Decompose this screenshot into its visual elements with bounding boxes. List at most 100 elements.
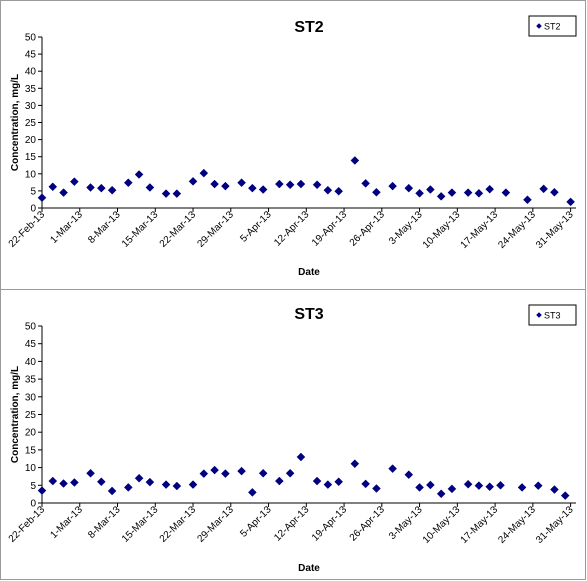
x-tick-label: 24-May-13 [496, 209, 538, 251]
x-tick-label: 8-Mar-13 [86, 504, 123, 541]
data-point [372, 484, 381, 493]
data-point [96, 183, 106, 193]
legend-marker [536, 23, 542, 29]
data-point [134, 170, 144, 179]
data-point [210, 179, 219, 189]
data-point [436, 192, 446, 201]
data-point [361, 479, 370, 489]
y-tick-label: 30 [25, 392, 37, 403]
x-tick-label: 5-Apr-13 [238, 209, 274, 245]
data-point [107, 185, 117, 195]
x-tick-label: 17-May-13 [459, 209, 501, 251]
y-axis-title: Concentration, mg/L [10, 74, 21, 171]
data-point [426, 480, 435, 490]
x-tick-label: 19-Apr-13 [310, 504, 350, 544]
data-point [404, 183, 414, 193]
x-tick-label: 17-May-13 [459, 504, 501, 546]
x-tick-label: 29-Mar-13 [196, 504, 237, 545]
data-point [188, 480, 198, 489]
legend-label: ST2 [544, 22, 561, 32]
data-point [372, 187, 381, 197]
y-tick-label: 30 [25, 101, 37, 112]
data-point [474, 188, 484, 198]
x-tick-label: 1-Mar-13 [48, 209, 85, 246]
y-tick-label: 45 [25, 50, 37, 61]
data-point [86, 183, 95, 192]
x-tick-label: 1-Mar-13 [48, 504, 85, 541]
x-tick-label: 8-Mar-13 [86, 209, 123, 246]
x-tick-label: 22-Feb-13 [7, 209, 48, 250]
data-point [296, 179, 306, 189]
y-tick-label: 40 [25, 67, 37, 78]
data-point [248, 488, 257, 497]
data-point [485, 482, 495, 492]
data-point [533, 481, 543, 491]
y-tick-label: 15 [25, 152, 37, 163]
data-point [221, 469, 230, 478]
x-tick-label: 31-May-13 [534, 504, 576, 546]
data-point [415, 483, 424, 492]
data-point [48, 182, 58, 192]
chart-panel-st2: ST2 Concentration, mg/L Date 0 5 10 15 20 25 30 35… [0, 0, 586, 290]
y-tick-label: 5 [30, 186, 36, 197]
data-point [350, 459, 360, 469]
y-tick-label: 0 [30, 204, 36, 215]
data-point [161, 480, 171, 489]
data-point [86, 468, 95, 478]
y-tick-label: 20 [25, 135, 37, 146]
y-tick-label: 0 [30, 499, 36, 510]
chart-title: ST2 [294, 19, 323, 36]
x-tick-label: 3-May-13 [387, 504, 425, 542]
data-point [145, 183, 155, 192]
y-tick-label: 10 [25, 463, 37, 474]
data-point [188, 176, 198, 186]
legend-box [528, 304, 577, 326]
data-point [237, 466, 246, 476]
y-tick-label: 50 [25, 322, 37, 333]
x-tick-label: 19-Apr-13 [310, 209, 350, 249]
data-point [70, 478, 79, 487]
data-point [59, 188, 68, 197]
data-point [501, 188, 511, 197]
data-point [517, 483, 527, 492]
data-point [404, 470, 414, 480]
x-tick-label: 22-Feb-13 [7, 504, 48, 545]
data-point [37, 486, 47, 495]
data-point [123, 483, 133, 492]
x-tick-label: 26-Apr-13 [348, 209, 388, 249]
data-point [258, 185, 268, 194]
data-point [285, 468, 295, 478]
data-point [463, 479, 473, 489]
data-point [59, 479, 68, 488]
y-tick-label: 50 [25, 33, 37, 44]
data-point [210, 465, 219, 475]
data-point [566, 197, 575, 207]
data-point [474, 481, 484, 491]
data-point [523, 195, 532, 205]
y-axis-title: Concentration, mg/L [10, 366, 21, 463]
y-tick-label: 20 [25, 428, 37, 439]
chart-panel-st3: ST3 Concentration, mg/L Date 0 5 10 15 20 25 30 35… [0, 289, 586, 580]
data-point [123, 178, 133, 188]
data-point [48, 476, 58, 486]
legend-marker [536, 312, 542, 318]
legend-label: ST3 [544, 311, 561, 321]
data-point [539, 184, 548, 194]
y-tick-label: 35 [25, 84, 37, 95]
data-point [258, 468, 268, 478]
chart-st3: ST3 Concentration, mg/L Date 0 5 10 15 20 25 30 35… [7, 304, 577, 574]
data-point [285, 180, 295, 190]
legend-box [528, 15, 577, 37]
data-point [107, 486, 117, 496]
data-point [334, 477, 344, 487]
data-point [550, 187, 559, 197]
data-point [237, 178, 246, 188]
chart-title: ST3 [294, 306, 323, 323]
data-point [415, 188, 424, 198]
data-point [199, 469, 209, 478]
y-tick-label: 40 [25, 357, 37, 368]
y-tick-label: 25 [25, 118, 37, 129]
data-point [221, 181, 230, 191]
x-tick-label: 3-May-13 [387, 209, 425, 247]
data-point [560, 491, 570, 500]
